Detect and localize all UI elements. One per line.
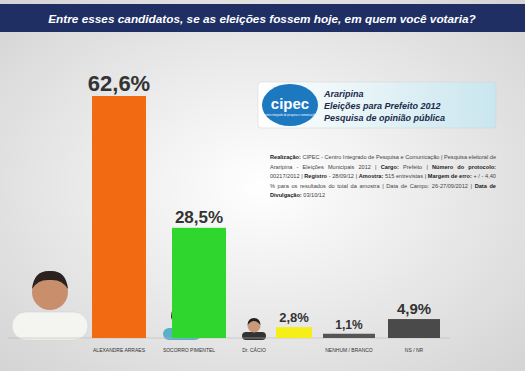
data-label: 1,1%	[335, 318, 363, 332]
bar	[172, 228, 226, 338]
note-text: 515 entrevistas |	[385, 173, 426, 179]
photo-body	[12, 312, 88, 340]
page: Entre esses candidatos, se as eleições f…	[0, 0, 525, 371]
photo-hair	[32, 271, 68, 289]
bars	[92, 96, 440, 338]
annotation: Pesquisa de opinião pública	[324, 113, 445, 123]
bar	[92, 96, 146, 338]
category-label: ALEXANDRE ARRAES	[93, 347, 146, 353]
annotation: Eleições para Prefeito 2012	[324, 101, 441, 111]
data-label: 4,9%	[397, 300, 431, 317]
logo-panel	[258, 82, 496, 128]
title: Entre esses candidatos, se as eleições f…	[48, 12, 476, 26]
note-label: Margem de erro:	[428, 173, 472, 179]
notes: Realização: CIPEC - Centro Integrado de …	[270, 153, 496, 201]
baseline	[8, 338, 450, 339]
photo-body	[242, 332, 266, 340]
background	[0, 0, 525, 371]
data-label: 28,5%	[175, 208, 223, 227]
note-text: 00217/2012 |	[270, 173, 303, 179]
note-label: Realização:	[270, 154, 301, 160]
photo-hair	[248, 318, 261, 325]
title-banner	[0, 4, 525, 32]
note-text: 03/10/12	[303, 192, 325, 198]
category-label: NS / NR	[405, 347, 424, 353]
note-text: - 28/09/12 |	[329, 173, 357, 179]
note-label: Amostra:	[359, 173, 384, 179]
annotation: Araripina	[323, 89, 364, 99]
category-label: NENHUM / BRANCO	[325, 347, 373, 353]
logo-shape	[262, 84, 318, 126]
bar	[323, 334, 375, 338]
note-text: Prefeito |	[403, 164, 428, 170]
note-label: Registro	[304, 173, 327, 179]
note-label: Cargo:	[381, 164, 399, 170]
logo-tagline: centro integrado de pesquisa e comunicaç…	[264, 113, 316, 117]
category-label: Dr. CÁCIO	[242, 347, 266, 353]
category-label: SOCORRO PIMENTEL	[163, 347, 215, 353]
data-label: 2,8%	[279, 310, 309, 325]
bar	[388, 319, 440, 338]
note-label: Número do protocolo:	[432, 164, 496, 170]
logo-text: cipec	[271, 95, 309, 112]
bar	[276, 327, 312, 338]
data-label: 62,6%	[88, 71, 150, 96]
